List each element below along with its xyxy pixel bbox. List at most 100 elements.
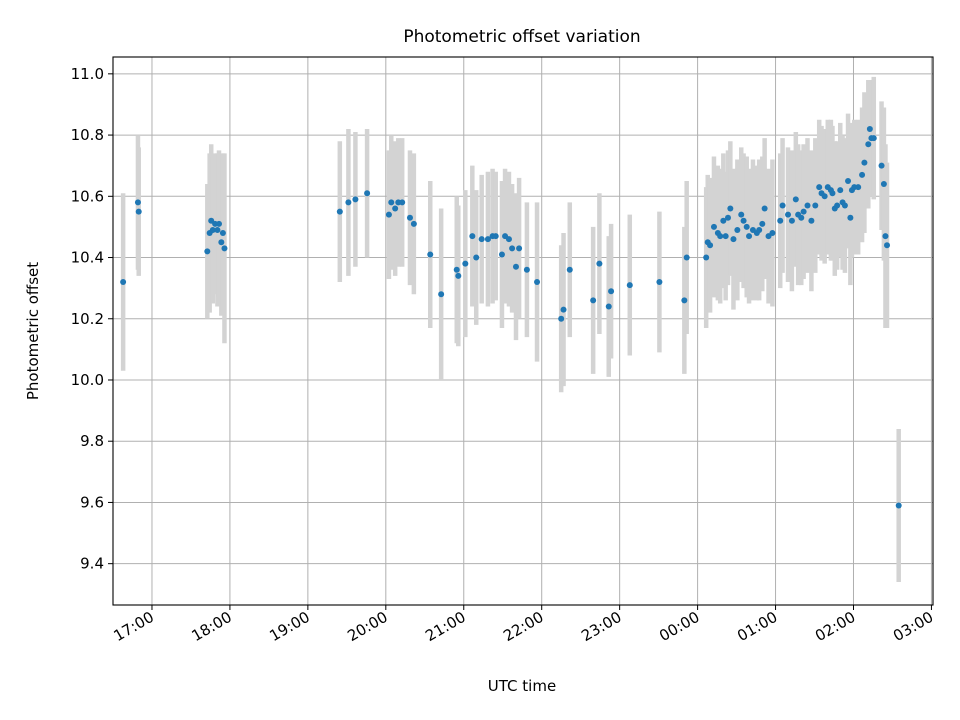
data-point	[453, 266, 460, 273]
data-point	[865, 141, 872, 148]
data-point	[740, 217, 747, 224]
data-point	[812, 202, 819, 209]
y-tick-label: 10.0	[71, 371, 104, 389]
x-tick-label: 17:00	[111, 608, 157, 645]
data-point	[816, 184, 823, 191]
data-point	[523, 266, 530, 273]
data-point	[727, 205, 734, 212]
data-point	[345, 199, 352, 206]
data-point	[746, 233, 753, 240]
x-axis-label: UTC time	[488, 677, 556, 695]
data-point	[895, 502, 902, 509]
data-point	[720, 217, 727, 224]
data-point	[855, 184, 862, 191]
y-tick-label: 10.4	[71, 249, 104, 267]
plot-frame	[112, 56, 934, 606]
data-point	[596, 260, 603, 267]
data-point	[861, 159, 868, 166]
x-tick-label: 23:00	[578, 608, 624, 645]
data-point	[469, 233, 476, 240]
data-point	[829, 190, 836, 197]
x-tick-label: 20:00	[344, 608, 390, 645]
y-axis-label: Photometric offset	[24, 262, 42, 400]
data-point	[120, 279, 127, 286]
data-point	[204, 248, 211, 255]
x-tick-label: 03:00	[890, 608, 936, 645]
data-point	[837, 187, 844, 194]
data-point	[399, 199, 406, 206]
data-point	[558, 315, 565, 322]
x-tick-label: 22:00	[500, 608, 546, 645]
data-point	[406, 214, 413, 221]
data-point	[779, 202, 786, 209]
data-point	[743, 223, 750, 230]
data-point	[478, 236, 485, 243]
data-point	[703, 254, 710, 261]
data-point	[473, 254, 480, 261]
data-point	[681, 297, 688, 304]
data-point	[884, 242, 891, 249]
data-point	[410, 220, 417, 227]
data-point	[798, 214, 805, 221]
data-point	[870, 135, 877, 142]
y-tick-label: 10.8	[71, 126, 104, 144]
data-point	[804, 202, 811, 209]
data-point	[512, 263, 519, 270]
y-tick-label: 10.2	[71, 310, 104, 328]
data-point	[834, 202, 841, 209]
data-point	[509, 245, 516, 252]
data-point	[516, 245, 523, 252]
data-point	[364, 190, 371, 197]
data-point	[484, 236, 491, 243]
data-point	[788, 217, 795, 224]
x-tick-label: 21:00	[422, 608, 468, 645]
data-points	[120, 125, 902, 509]
data-point	[710, 223, 717, 230]
error-bars	[120, 76, 901, 583]
data-point	[438, 291, 445, 298]
data-point	[707, 242, 714, 249]
data-point	[859, 171, 866, 178]
data-point	[656, 279, 663, 286]
data-point	[792, 196, 799, 203]
data-point	[218, 239, 225, 246]
x-axis-ticks: 17:00 18:00 19:00 20:00 21:00 22:00 23:00 00:00…	[111, 605, 936, 645]
data-point	[455, 272, 462, 279]
chart-title: Photometric offset variation	[403, 27, 640, 47]
data-point	[498, 251, 505, 258]
data-point	[730, 236, 737, 243]
data-point	[605, 303, 612, 310]
data-point	[566, 266, 573, 273]
data-point	[808, 217, 815, 224]
data-point	[214, 226, 221, 233]
y-tick-label: 9.4	[80, 555, 104, 573]
data-point	[738, 211, 745, 218]
data-point	[352, 196, 359, 203]
data-point	[847, 214, 854, 221]
data-point	[560, 306, 567, 313]
data-point	[800, 208, 807, 215]
data-point	[734, 226, 741, 233]
data-point	[219, 230, 226, 237]
y-tick-label: 10.6	[71, 187, 104, 205]
data-point	[221, 245, 228, 252]
data-point	[880, 181, 887, 188]
data-point	[427, 251, 434, 258]
data-point	[761, 205, 768, 212]
data-point	[336, 208, 343, 215]
x-tick-label: 00:00	[656, 608, 702, 645]
data-point	[821, 193, 828, 200]
data-point	[725, 214, 731, 221]
x-tick-label: 18:00	[188, 608, 234, 645]
y-tick-label: 11.0	[71, 65, 104, 83]
data-point	[135, 208, 142, 215]
data-point	[534, 279, 541, 286]
y-axis-ticks: 9.4 9.6 9.8 10.0 10.2 10.4 10.6 10.8 11.0	[71, 65, 113, 573]
data-point	[878, 162, 885, 169]
data-point	[608, 288, 615, 295]
data-point	[216, 220, 223, 227]
data-point	[777, 217, 784, 224]
data-point	[505, 236, 512, 243]
y-tick-label: 9.8	[80, 432, 104, 450]
